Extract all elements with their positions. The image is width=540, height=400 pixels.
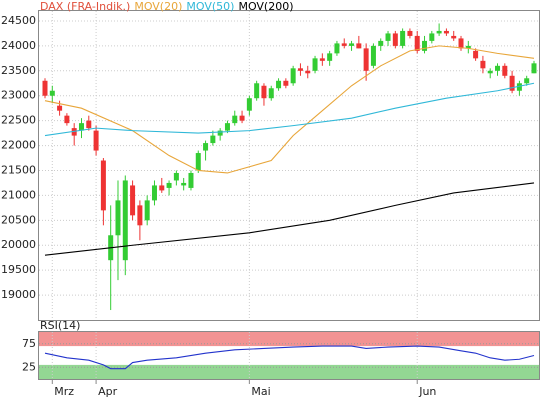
line bbox=[44, 345, 535, 370]
candle-body bbox=[78, 123, 84, 131]
y-tick-label: 20000 bbox=[1, 238, 36, 251]
legend-entry: MOV(50) bbox=[186, 0, 234, 13]
candle-body bbox=[429, 33, 435, 41]
y-tick-label: 22000 bbox=[1, 139, 36, 152]
candle-body bbox=[400, 30, 406, 46]
candle-body bbox=[210, 135, 216, 144]
y-tick-label: 75 bbox=[22, 337, 36, 350]
y-tick-label: 19000 bbox=[1, 288, 36, 301]
candle-body bbox=[312, 58, 318, 71]
y-tick-label: 21000 bbox=[1, 188, 36, 201]
candle-body bbox=[283, 80, 289, 86]
candle-body bbox=[246, 98, 252, 111]
y-tick-label: 24500 bbox=[1, 14, 36, 27]
candle-body bbox=[130, 185, 136, 216]
candle-body bbox=[276, 80, 282, 89]
candle-body bbox=[363, 48, 369, 71]
candle-body bbox=[290, 68, 296, 84]
y-tick-label: 19500 bbox=[1, 263, 36, 276]
candle-body bbox=[254, 83, 260, 99]
candle-body bbox=[524, 78, 530, 84]
candle-body bbox=[173, 172, 179, 181]
line bbox=[44, 82, 535, 137]
rsi-band bbox=[39, 364, 539, 379]
candle-body bbox=[305, 70, 311, 74]
legend-entry: MOV(20) bbox=[134, 0, 182, 13]
x-tick-label: Apr bbox=[98, 385, 118, 398]
candle-body bbox=[188, 172, 194, 188]
candle-body bbox=[297, 68, 303, 71]
candle-body bbox=[327, 53, 333, 61]
candle-body bbox=[356, 43, 362, 49]
candle-body bbox=[151, 185, 157, 201]
x-tick-label: Jun bbox=[418, 385, 436, 398]
price-panel bbox=[38, 10, 540, 321]
candle-body bbox=[239, 115, 245, 121]
y-tick-label: 20500 bbox=[1, 213, 36, 226]
candle-body bbox=[443, 30, 449, 34]
legend-entry: DAX (FRA-Indik.) bbox=[40, 0, 130, 13]
candle-body bbox=[159, 185, 165, 191]
legend-entry: MOV(200) bbox=[238, 0, 293, 13]
candle-body bbox=[349, 43, 355, 46]
y-tick-label: 24000 bbox=[1, 39, 36, 52]
candle-body bbox=[144, 200, 150, 221]
candle-body bbox=[122, 180, 128, 261]
candle-body bbox=[422, 40, 428, 51]
candle-body bbox=[217, 130, 223, 136]
candle-body bbox=[480, 60, 486, 69]
candle-body bbox=[465, 45, 471, 49]
candle-body bbox=[502, 65, 508, 76]
candle-body bbox=[42, 80, 48, 96]
candle-body bbox=[436, 30, 442, 34]
y-tick-label: 23000 bbox=[1, 89, 36, 102]
candle-body bbox=[268, 88, 274, 99]
candle-body bbox=[509, 75, 515, 91]
candle-body bbox=[100, 160, 106, 211]
candle-body bbox=[86, 120, 92, 129]
y-tick-label: 23500 bbox=[1, 64, 36, 77]
candle-body bbox=[93, 130, 99, 151]
candle-body bbox=[115, 200, 121, 236]
candle-body bbox=[487, 70, 493, 74]
candle-body bbox=[64, 115, 70, 124]
y-tick-label: 25 bbox=[22, 360, 36, 373]
candle-body bbox=[49, 90, 55, 96]
y-tick-label: 22500 bbox=[1, 114, 36, 127]
candle-body bbox=[341, 43, 347, 46]
candle-body bbox=[414, 35, 420, 51]
candle-body bbox=[195, 153, 201, 171]
candle-body bbox=[392, 33, 398, 46]
candle-body bbox=[137, 205, 143, 226]
candle-body bbox=[516, 83, 522, 91]
candle-body bbox=[203, 143, 209, 151]
candle-body bbox=[334, 43, 340, 54]
candle-body bbox=[458, 38, 464, 49]
candle-body bbox=[232, 115, 238, 124]
candle-body bbox=[224, 123, 230, 131]
candle-body bbox=[378, 40, 384, 46]
candle-body bbox=[473, 50, 479, 59]
line bbox=[44, 182, 535, 256]
candle-body bbox=[495, 65, 501, 71]
candle-body bbox=[451, 35, 457, 39]
candle-body bbox=[370, 45, 376, 66]
candle-body bbox=[319, 58, 325, 61]
candle-body bbox=[57, 105, 63, 111]
candle-body bbox=[385, 33, 391, 41]
candle-body bbox=[181, 182, 187, 186]
line bbox=[44, 45, 535, 174]
candle-body bbox=[531, 63, 537, 74]
y-tick-label: 21500 bbox=[1, 163, 36, 176]
rsi-title: RSI(14) bbox=[40, 319, 80, 332]
candle-body bbox=[261, 85, 267, 99]
candle-body bbox=[166, 182, 172, 188]
rsi-band bbox=[39, 332, 539, 347]
x-tick-label: Mrz bbox=[54, 385, 74, 398]
x-tick-label: Mai bbox=[251, 385, 270, 398]
candle-body bbox=[407, 30, 413, 36]
